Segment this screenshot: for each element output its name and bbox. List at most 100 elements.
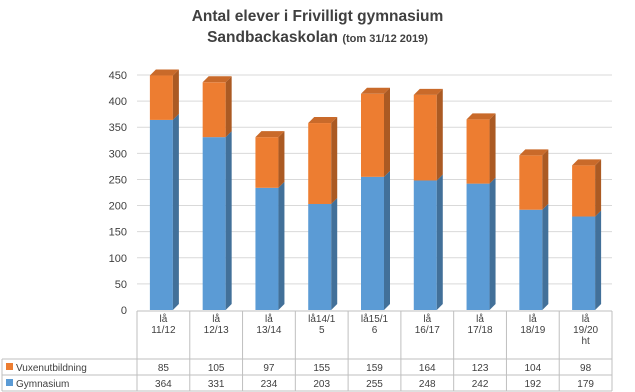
x-tick-label: 16/17	[415, 325, 440, 336]
x-tick-label: 18/19	[520, 325, 545, 336]
data-table-value: 85	[158, 363, 170, 374]
y-tick-label: 250	[109, 174, 127, 186]
bar-segment	[572, 216, 596, 310]
data-table-value: 97	[263, 363, 275, 374]
bar-segment	[361, 93, 384, 177]
bar-segment-side	[278, 131, 285, 188]
bar-segment-side	[225, 131, 232, 310]
x-tick-label: lå	[476, 313, 484, 325]
x-tick-label: 11/12	[151, 325, 176, 336]
bar-segment-side	[542, 149, 549, 210]
y-tick-label: 350	[109, 122, 127, 134]
data-table-value: 242	[472, 379, 489, 390]
x-tick-label: 13/14	[256, 325, 281, 336]
bar-segment-side	[331, 197, 338, 310]
bar-segment	[413, 180, 437, 310]
bar-segment	[255, 137, 279, 188]
bar-segment-top	[149, 69, 179, 76]
bar-segment	[149, 119, 173, 311]
x-tick-label: 12/13	[204, 325, 229, 336]
chart-subtitle: Sandbackaskolan (tom 31/12 2019)	[0, 27, 635, 50]
bar-segment-top	[572, 159, 602, 166]
bar-segment	[202, 82, 226, 138]
x-tick-label: lå	[529, 313, 537, 325]
bar-segment-side	[384, 170, 390, 310]
y-tick-label: 50	[115, 279, 127, 291]
data-table-value: 164	[419, 363, 436, 374]
data-table-value: 155	[313, 363, 330, 374]
bar-segment	[519, 209, 543, 310]
bar-segment-side	[436, 174, 443, 310]
y-tick-label: 300	[109, 148, 127, 160]
chart-title-block: Antal elever i Frivilligt gymnasium Sand…	[0, 6, 635, 50]
legend-label: Vuxenutbildning	[16, 363, 87, 374]
x-tick-label: lå	[423, 313, 431, 325]
bar-segment-side	[436, 88, 443, 181]
legend-swatch	[6, 363, 13, 370]
chart-subtitle-note: (tom 31/12 2019)	[342, 33, 428, 45]
data-table-value: 364	[155, 379, 172, 390]
data-table-value: 98	[580, 363, 592, 374]
bar-segment	[308, 203, 332, 310]
data-table-value: 179	[577, 379, 594, 390]
data-table-value: 248	[419, 379, 436, 390]
bar-segment-side	[489, 177, 496, 310]
legend-swatch	[6, 379, 13, 386]
x-tick-label: 19/20	[573, 325, 598, 336]
bar-segment-side	[172, 69, 179, 120]
bar-segment-side	[278, 181, 285, 310]
chart-subtitle-main: Sandbackaskolan	[207, 29, 339, 46]
data-table-value: 234	[261, 379, 278, 390]
data-table-value: 159	[366, 363, 383, 374]
bar-segment-side	[384, 87, 390, 177]
data-table-value: 255	[366, 379, 383, 390]
bar-segment-side	[489, 113, 496, 184]
x-tick-label: lå	[159, 313, 167, 325]
chart-title: Antal elever i Frivilligt gymnasium	[191, 8, 444, 25]
bar-segment-top	[308, 117, 338, 124]
bar-segment-side	[172, 113, 179, 311]
data-table-value: 331	[208, 379, 225, 390]
y-tick-label: 400	[109, 96, 127, 108]
bar-segment-top	[519, 149, 549, 156]
x-tick-label: ht	[581, 336, 590, 347]
data-table-value: 203	[313, 379, 330, 390]
legend-label: Gymnasium	[16, 379, 69, 390]
bar-segment-side	[595, 159, 602, 217]
bar-segment-side	[225, 76, 232, 138]
data-table-value: 104	[524, 363, 541, 374]
y-tick-label: 150	[109, 227, 127, 239]
y-tick-label: 450	[109, 70, 127, 82]
bar-segment	[255, 187, 279, 310]
x-tick-label: lå	[212, 313, 220, 325]
bar-segment	[413, 94, 437, 181]
x-tick-label: 17/18	[468, 325, 493, 336]
bar-segment	[361, 176, 384, 310]
bar-segment-side	[595, 210, 602, 310]
bar-segment-top	[413, 88, 443, 95]
x-tick-label: lå15/1	[361, 313, 389, 325]
bar-segment-side	[331, 117, 338, 204]
x-tick-label: lå	[265, 313, 273, 325]
data-table-value: 192	[524, 379, 541, 390]
y-tick-label: 100	[109, 253, 127, 265]
x-tick-label: 6	[372, 325, 378, 336]
data-table-value: 123	[472, 363, 489, 374]
bar-segment	[466, 183, 490, 310]
y-tick-label: 0	[121, 305, 127, 317]
bar-segment-top	[361, 87, 390, 94]
data-table-value: 105	[208, 363, 225, 374]
bar-segment	[519, 155, 543, 210]
bar-segment	[202, 137, 226, 310]
y-tick-label: 200	[109, 201, 127, 213]
x-tick-label: lå14/1	[308, 313, 336, 325]
bar-segment	[308, 123, 332, 204]
bar-segment-side	[542, 203, 549, 310]
bar-segment	[466, 119, 490, 184]
bar-segment-top	[255, 131, 285, 138]
x-tick-label: lå	[582, 313, 590, 325]
bar-segment-top	[202, 76, 232, 83]
bar-segment-top	[466, 113, 496, 120]
x-tick-label: 5	[319, 325, 325, 336]
